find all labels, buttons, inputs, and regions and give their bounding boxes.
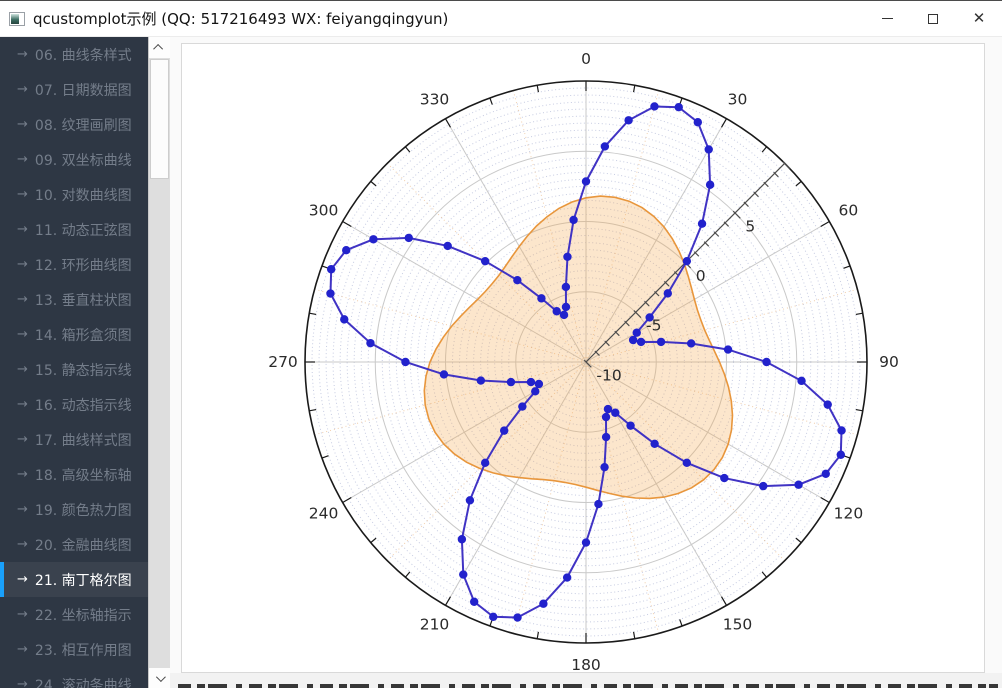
arrow-right-icon: → xyxy=(17,432,28,447)
sidebar-item-20[interactable]: → 20. 金融曲线图 xyxy=(0,527,148,562)
arrow-right-icon: → xyxy=(17,222,28,237)
sidebar-menu: → 06. 曲线条样式 → 07. 日期数据图 → 08. 纹理画刷图 → 09. 双坐标曲线… xyxy=(0,37,148,688)
sidebar-item-label: 11. 动态正弦图 xyxy=(34,222,132,239)
close-icon: ✕ xyxy=(972,9,986,27)
arrow-right-icon: → xyxy=(17,327,28,342)
arrow-right-icon: → xyxy=(17,572,28,587)
sidebar-item-16[interactable]: → 16. 动态指示线 xyxy=(0,387,148,422)
sidebar-item-label: 07. 日期数据图 xyxy=(34,82,132,99)
sidebar-item-label: 15. 静态指示线 xyxy=(34,362,132,379)
sidebar-item-label: 16. 动态指示线 xyxy=(34,397,132,414)
sidebar-item-10[interactable]: → 10. 对数曲线图 xyxy=(0,177,148,212)
svg-text:60: 60 xyxy=(839,202,859,220)
sidebar-scrollbar[interactable] xyxy=(148,37,170,688)
sidebar-item-12[interactable]: → 12. 环形曲线图 xyxy=(0,247,148,282)
close-button[interactable]: ✕ xyxy=(956,1,1002,36)
sidebar-item-7[interactable]: → 07. 日期数据图 xyxy=(0,72,148,107)
svg-text:240: 240 xyxy=(309,505,339,523)
sidebar-item-8[interactable]: → 08. 纹理画刷图 xyxy=(0,107,148,142)
clipped-footer-text xyxy=(178,684,998,688)
svg-text:150: 150 xyxy=(723,615,753,633)
sidebar-item-9[interactable]: → 09. 双坐标曲线 xyxy=(0,142,148,177)
sidebar-item-22[interactable]: → 22. 坐标轴指示 xyxy=(0,597,148,632)
arrow-right-icon: → xyxy=(17,467,28,482)
arrow-right-icon: → xyxy=(17,642,28,657)
arrow-right-icon: → xyxy=(17,502,28,517)
svg-text:0: 0 xyxy=(696,267,706,285)
svg-text:270: 270 xyxy=(268,353,298,371)
sidebar-item-24[interactable]: → 24. 滚动条曲线 xyxy=(0,667,148,688)
svg-text:-10: -10 xyxy=(596,366,621,384)
svg-text:330: 330 xyxy=(420,91,450,109)
sidebar-item-23[interactable]: → 23. 相互作用图 xyxy=(0,632,148,667)
arrow-right-icon: → xyxy=(17,257,28,272)
sidebar-item-6[interactable]: → 06. 曲线条样式 xyxy=(0,37,148,72)
maximize-button[interactable] xyxy=(910,1,956,36)
sidebar-item-15[interactable]: → 15. 静态指示线 xyxy=(0,352,148,387)
arrow-right-icon: → xyxy=(17,362,28,377)
sidebar-item-14[interactable]: → 14. 箱形盒须图 xyxy=(0,317,148,352)
sidebar-item-label: 08. 纹理画刷图 xyxy=(34,117,132,134)
sidebar-item-label: 06. 曲线条样式 xyxy=(34,47,132,64)
sidebar-item-label: 10. 对数曲线图 xyxy=(34,187,132,204)
arrow-right-icon: → xyxy=(17,187,28,202)
scrollbar-thumb[interactable] xyxy=(150,59,169,179)
arrow-right-icon: → xyxy=(17,47,28,62)
chart-panel: 0 30 60 90 120 150 180 210 240 270 300 330 -10 -5 0 5 xyxy=(181,43,985,673)
sidebar-item-label: 14. 箱形盒须图 xyxy=(34,327,132,344)
sidebar-item-label: 13. 垂直柱状图 xyxy=(34,292,132,309)
sidebar-item-label: 09. 双坐标曲线 xyxy=(34,152,132,169)
maximize-icon xyxy=(928,13,938,24)
sidebar-item-label: 20. 金融曲线图 xyxy=(34,537,132,554)
sidebar-item-label: 22. 坐标轴指示 xyxy=(34,607,132,624)
sidebar-item-13[interactable]: → 13. 垂直柱状图 xyxy=(0,282,148,317)
sidebar-item-21[interactable]: → 21. 南丁格尔图 xyxy=(0,562,148,597)
svg-text:30: 30 xyxy=(728,91,748,109)
sidebar-item-18[interactable]: → 18. 高级坐标轴 xyxy=(0,457,148,492)
svg-text:5: 5 xyxy=(745,217,755,235)
sidebar-item-label: 21. 南丁格尔图 xyxy=(34,572,132,589)
sidebar: → 06. 曲线条样式 → 07. 日期数据图 → 08. 纹理画刷图 → 09. 双坐标曲线… xyxy=(0,37,170,688)
window-controls: ✕ xyxy=(864,1,1002,36)
scroll-up-button[interactable] xyxy=(149,37,170,58)
chevron-up-icon xyxy=(153,43,164,54)
svg-text:120: 120 xyxy=(834,505,864,523)
sidebar-item-label: 17. 曲线样式图 xyxy=(34,432,132,449)
sidebar-item-label: 24. 滚动条曲线 xyxy=(34,677,132,688)
main-area: 0 30 60 90 120 150 180 210 240 270 300 330 -10 -5 0 5 xyxy=(170,37,1002,688)
minimize-icon xyxy=(881,18,893,19)
footer-strip xyxy=(170,673,1002,688)
arrow-right-icon: → xyxy=(17,117,28,132)
sidebar-item-label: 18. 高级坐标轴 xyxy=(34,467,132,484)
chevron-down-icon xyxy=(155,672,166,683)
sidebar-item-label: 19. 颜色热力图 xyxy=(34,502,132,519)
svg-text:180: 180 xyxy=(571,656,601,672)
arrow-right-icon: → xyxy=(17,607,28,622)
arrow-right-icon: → xyxy=(17,537,28,552)
arrow-right-icon: → xyxy=(17,397,28,412)
scroll-down-button[interactable] xyxy=(149,668,170,688)
svg-text:210: 210 xyxy=(420,615,450,633)
sidebar-item-17[interactable]: → 17. 曲线样式图 xyxy=(0,422,148,457)
arrow-right-icon: → xyxy=(17,82,28,97)
sidebar-item-19[interactable]: → 19. 颜色热力图 xyxy=(0,492,148,527)
arrow-right-icon: → xyxy=(17,677,28,688)
sidebar-item-label: 12. 环形曲线图 xyxy=(34,257,132,274)
sidebar-item-11[interactable]: → 11. 动态正弦图 xyxy=(0,212,148,247)
svg-text:300: 300 xyxy=(309,202,339,220)
sidebar-item-label: 23. 相互作用图 xyxy=(34,642,132,659)
arrow-right-icon: → xyxy=(17,152,28,167)
title-bar: qcustomplot示例 (QQ: 517216493 WX: feiyang… xyxy=(0,1,1002,37)
app-icon xyxy=(9,11,25,26)
arrow-right-icon: → xyxy=(17,292,28,307)
minimize-button[interactable] xyxy=(864,1,910,36)
svg-text:0: 0 xyxy=(581,50,591,68)
svg-text:90: 90 xyxy=(879,353,899,371)
window-title: qcustomplot示例 (QQ: 517216493 WX: feiyang… xyxy=(33,10,449,28)
